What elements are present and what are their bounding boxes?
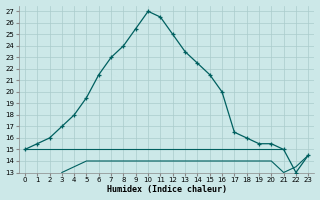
X-axis label: Humidex (Indice chaleur): Humidex (Indice chaleur) [107, 185, 227, 194]
